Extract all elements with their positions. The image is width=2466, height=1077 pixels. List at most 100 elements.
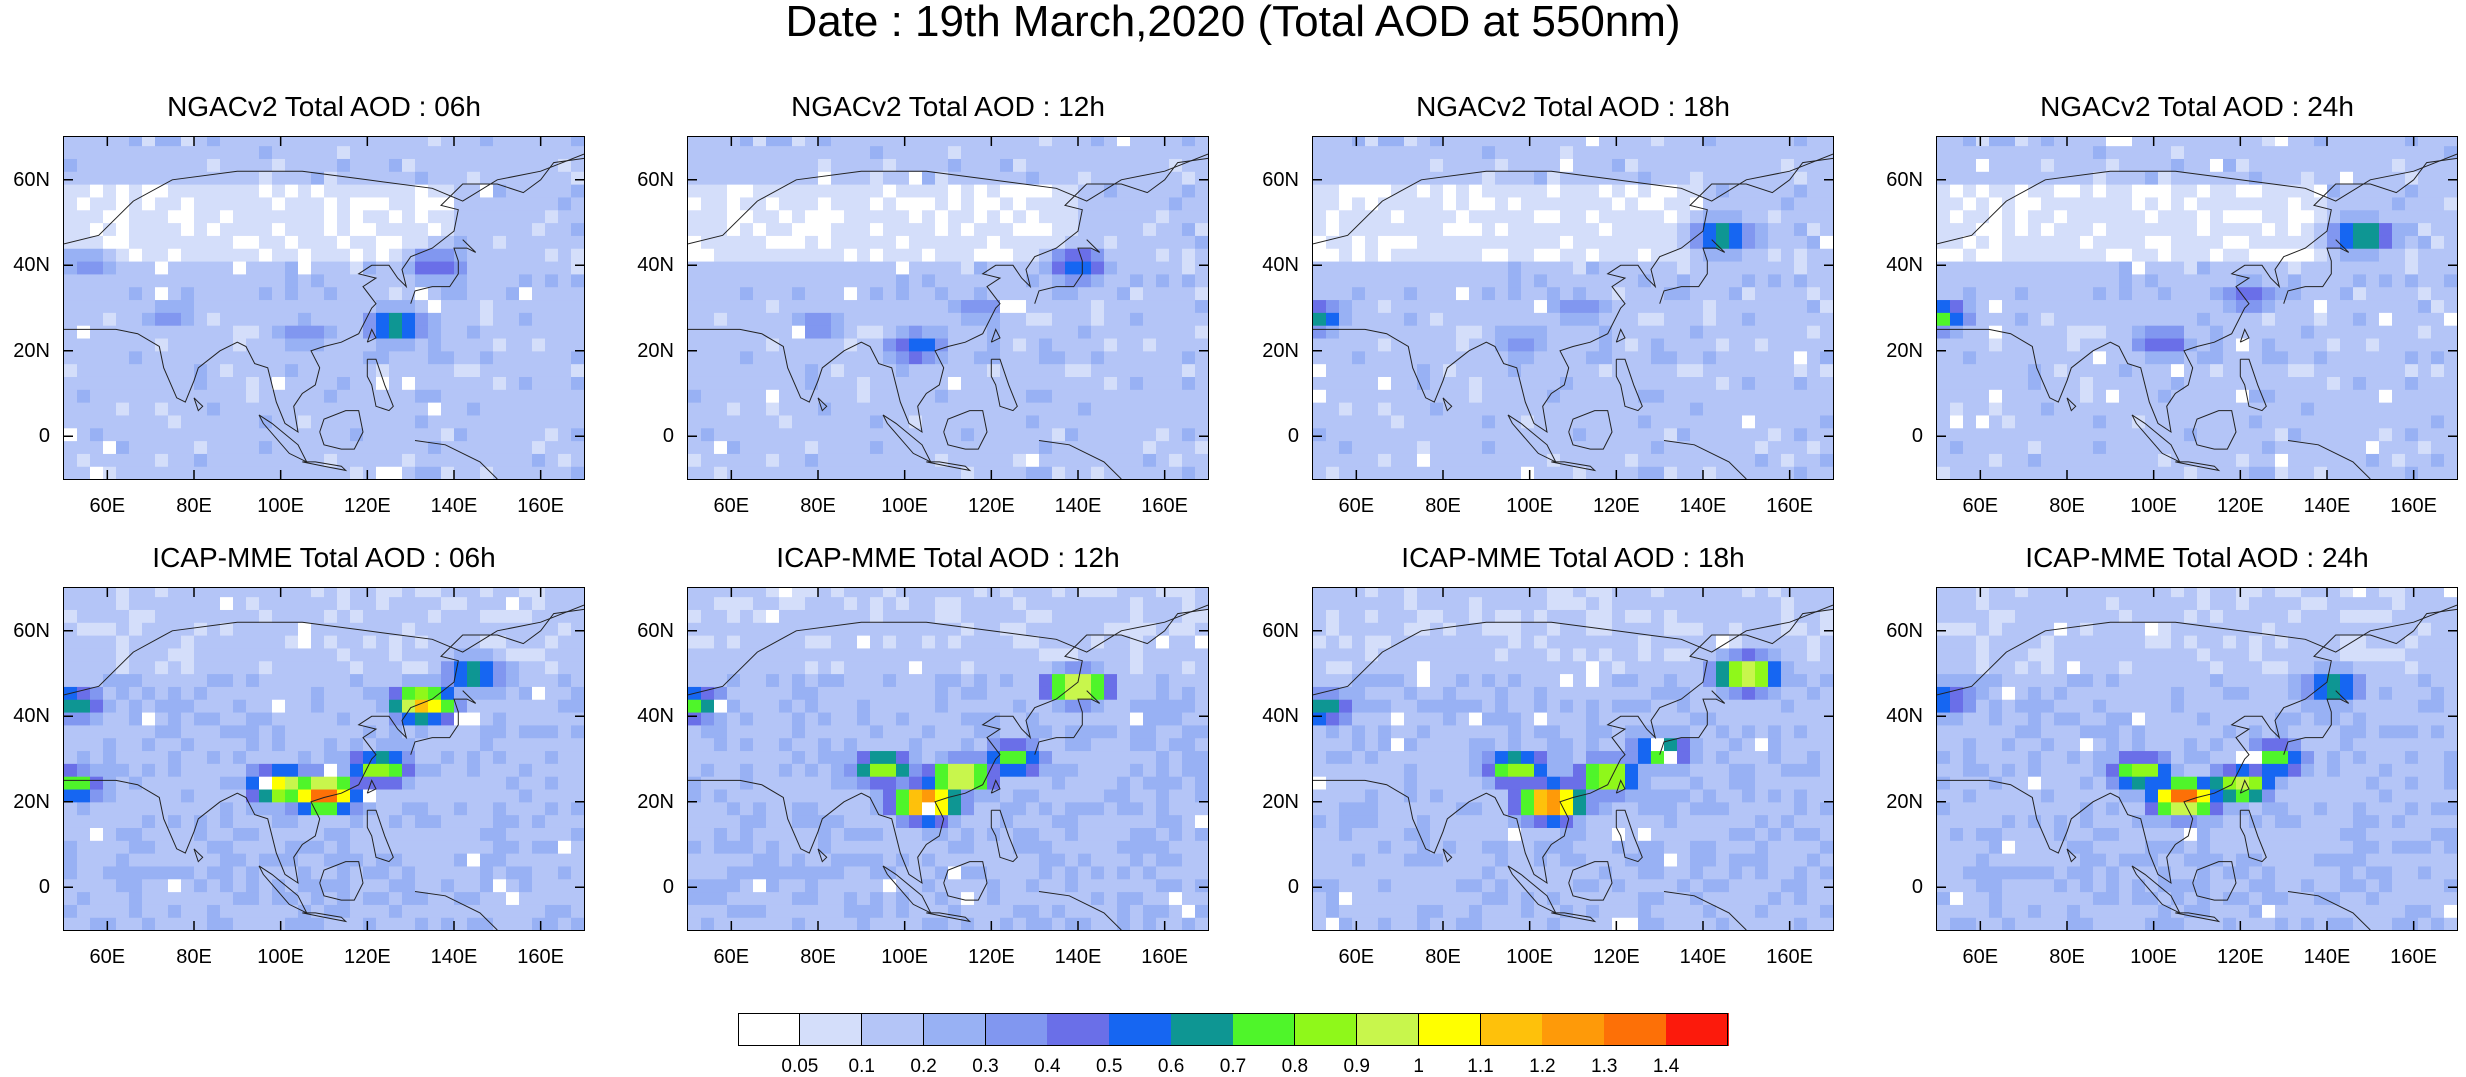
aod-cell — [207, 325, 221, 338]
aod-cell — [2132, 453, 2146, 466]
aod-cell — [1469, 235, 1483, 248]
aod-cell — [1143, 351, 1157, 364]
aod-cell — [272, 287, 286, 300]
aod-cell — [1794, 274, 1808, 287]
aod-cell — [1820, 453, 1833, 466]
aod-cell — [1052, 453, 1066, 466]
aod-cell — [2262, 312, 2276, 325]
aod-cell — [922, 351, 936, 364]
aod-cell — [2379, 235, 2393, 248]
aod-cell — [2236, 351, 2250, 364]
aod-cell — [2158, 137, 2172, 146]
aod-cell — [805, 466, 819, 479]
aod-cell — [1482, 338, 1496, 351]
aod-cell — [337, 210, 351, 223]
aod-cell — [1065, 210, 1079, 223]
aod-cell — [896, 223, 910, 236]
aod-cell — [441, 325, 455, 338]
aod-cell — [1456, 312, 1470, 325]
aod-cell — [1339, 415, 1353, 428]
aod-cell — [285, 338, 299, 351]
aod-cell — [831, 184, 845, 197]
aod-cell — [285, 661, 299, 674]
aod-cell — [64, 609, 78, 622]
aod-cell — [1937, 415, 1951, 428]
aod-cell — [987, 453, 1001, 466]
aod-cell — [233, 415, 247, 428]
aod-cell — [1599, 364, 1613, 377]
aod-cell — [2340, 261, 2354, 274]
aod-cell — [909, 210, 923, 223]
aod-cell — [1716, 389, 1730, 402]
aod-cell — [467, 261, 481, 274]
aod-cell — [376, 428, 390, 441]
aod-cell — [2340, 137, 2354, 146]
aod-cell — [1182, 389, 1196, 402]
aod-cell — [1677, 364, 1691, 377]
aod-cell — [2249, 415, 2263, 428]
aod-cell — [90, 712, 104, 725]
aod-cell — [571, 415, 584, 428]
aod-cell — [220, 389, 234, 402]
aod-cell — [350, 466, 364, 479]
aod-cell — [155, 389, 169, 402]
aod-cell — [740, 415, 754, 428]
aod-cell — [818, 210, 832, 223]
aod-cell — [311, 235, 325, 248]
aod-cell — [77, 171, 91, 184]
aod-cell — [506, 197, 520, 210]
aod-cell — [2418, 197, 2432, 210]
aod-cell — [2119, 210, 2133, 223]
aod-cell — [2379, 287, 2393, 300]
aod-cell — [1156, 299, 1170, 312]
aod-cell — [337, 351, 351, 364]
aod-cell — [1000, 415, 1014, 428]
aod-cell — [1534, 312, 1548, 325]
aod-cell — [922, 223, 936, 236]
aod-cell — [1430, 146, 1444, 159]
aod-cell — [259, 197, 273, 210]
aod-cell — [467, 287, 481, 300]
aod-cell — [1690, 184, 1704, 197]
aod-cell — [246, 325, 260, 338]
aod-cell — [532, 415, 546, 428]
aod-cell — [1117, 235, 1131, 248]
aod-cell — [155, 299, 169, 312]
aod-cell — [1326, 184, 1340, 197]
aod-cell — [207, 466, 221, 479]
aod-cell — [1117, 389, 1131, 402]
y-tick-label: 20N — [1262, 341, 1299, 361]
aod-cell — [1989, 137, 2003, 146]
aod-cell — [1794, 146, 1808, 159]
aod-cell — [740, 441, 754, 454]
aod-cell — [1651, 338, 1665, 351]
aod-cell — [272, 235, 286, 248]
aod-cell — [77, 622, 91, 635]
aod-cell — [259, 223, 273, 236]
aod-cell — [1130, 210, 1144, 223]
aod-cell — [2119, 146, 2133, 159]
aod-cell — [116, 171, 130, 184]
aod-cell — [714, 261, 728, 274]
aod-cell — [1065, 274, 1079, 287]
aod-cell — [467, 223, 481, 236]
aod-cell — [532, 171, 546, 184]
aod-cell — [1677, 184, 1691, 197]
aod-cell — [90, 428, 104, 441]
aod-cell — [64, 389, 78, 402]
aod-cell — [1586, 235, 1600, 248]
aod-cell — [909, 351, 923, 364]
aod-cell — [2210, 351, 2224, 364]
aod-cell — [90, 674, 104, 687]
aod-cell — [519, 312, 533, 325]
aod-cell — [1742, 364, 1756, 377]
aod-cell — [1599, 312, 1613, 325]
aod-cell — [1547, 376, 1561, 389]
aod-cell — [77, 597, 91, 610]
aod-cell — [1039, 325, 1053, 338]
aod-cell — [1469, 453, 1483, 466]
aod-cell — [779, 299, 793, 312]
aod-cell — [935, 376, 949, 389]
aod-cell — [909, 274, 923, 287]
